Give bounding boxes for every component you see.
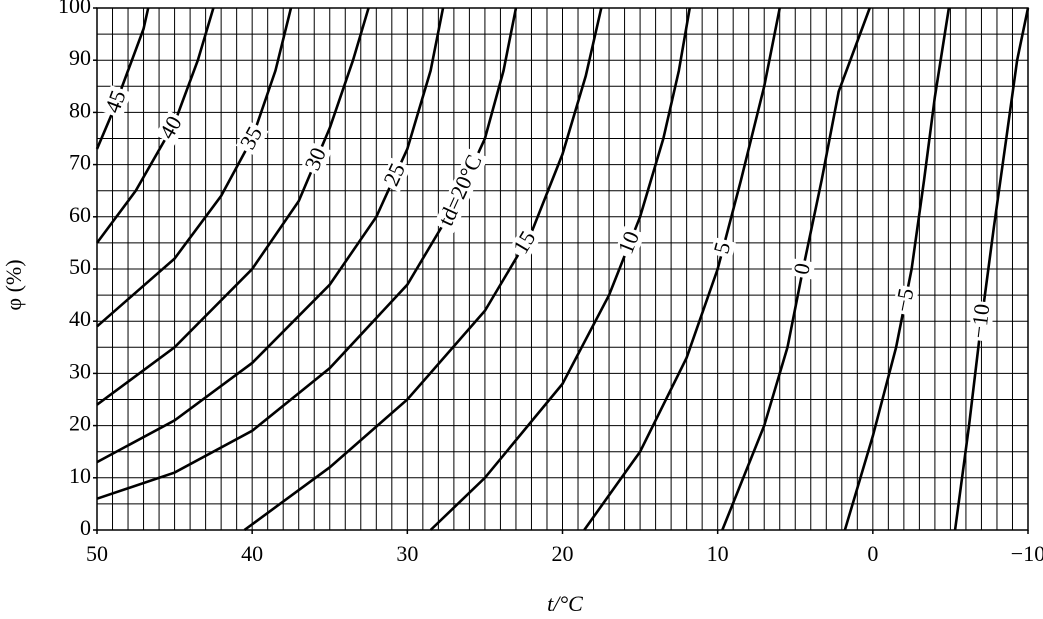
label-bg [101, 85, 132, 119]
label-bg [235, 120, 269, 157]
label-bg [433, 148, 489, 234]
curve-label-group: −10 [966, 300, 995, 342]
minor-grid [96, 7, 1029, 531]
label-bg [614, 225, 646, 260]
y-tick-label: 80 [69, 97, 91, 122]
curve-label-group: 5 [708, 237, 736, 260]
x-tick-label: 30 [396, 541, 418, 566]
label-bg [155, 110, 189, 146]
y-axis-label: φ (%) [1, 259, 26, 310]
curve [96, 7, 518, 500]
curve [95, 7, 215, 244]
y-tick-label: 30 [69, 358, 91, 383]
y-tick-label: 0 [80, 515, 91, 540]
curve-label-group: 30 [299, 142, 333, 177]
curve-label-group: 35 [235, 120, 269, 157]
y-tick-label: 50 [69, 254, 91, 279]
y-tick-label: 10 [69, 463, 91, 488]
curve-label: td=20°C [433, 151, 487, 230]
curve-label: 35 [235, 122, 267, 153]
curve [953, 7, 1030, 531]
y-tick-label: 20 [69, 411, 91, 436]
curve [583, 7, 782, 531]
curve-label-group: 15 [508, 225, 542, 261]
curve-label-group: 40 [154, 110, 189, 146]
curve-label-group: 0 [788, 258, 816, 280]
label-bg [710, 237, 736, 260]
y-tick-label: 70 [69, 150, 91, 175]
curve-label: 15 [508, 226, 541, 258]
curve [96, 7, 293, 328]
y-tick-label: 60 [69, 202, 91, 227]
curve-label: 25 [378, 159, 410, 189]
curve [843, 7, 951, 531]
curve-label-group: 25 [378, 157, 412, 193]
label-bg [891, 284, 919, 317]
label-bg [300, 142, 333, 177]
curve [96, 7, 445, 464]
y-tick-label: 90 [69, 45, 91, 70]
plot-frame [96, 7, 1029, 531]
y-tick-label: 40 [69, 306, 91, 331]
x-tick-label: 0 [867, 541, 878, 566]
curve-label: −10 [966, 302, 995, 339]
curve-label-group: td=20°C [433, 148, 489, 234]
curve-label-group: 45 [99, 85, 132, 119]
curve-label-group: −5 [889, 284, 919, 317]
x-tick-label: 10 [707, 541, 729, 566]
x-tick-label: −10 [1011, 541, 1043, 566]
y-tick-label: 100 [58, 0, 91, 18]
label-bg [968, 300, 995, 342]
curve [96, 7, 370, 406]
curve [429, 7, 692, 531]
curve [95, 7, 150, 150]
x-tick-label: 50 [86, 541, 108, 566]
x-tick-label: 40 [241, 541, 263, 566]
curve-label: −5 [889, 286, 918, 314]
label-bg [508, 225, 542, 261]
label-bg [790, 258, 816, 280]
curve [243, 7, 603, 532]
x-tick-label: 20 [552, 541, 574, 566]
x-axis-label: t/°C [547, 591, 583, 616]
curve-label: 0 [788, 261, 815, 277]
label-bg [379, 157, 412, 193]
